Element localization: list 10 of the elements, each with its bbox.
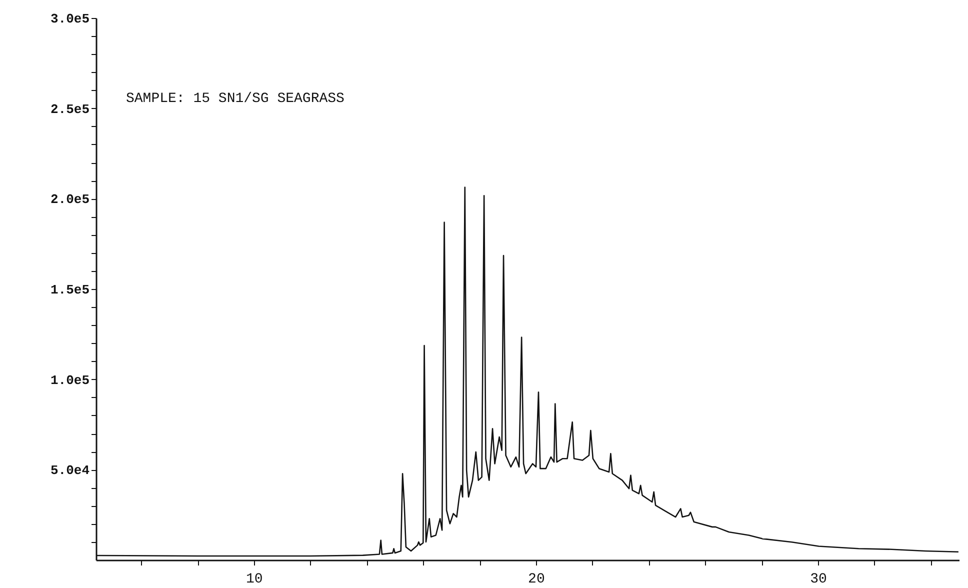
x-tick-label: 30	[810, 572, 827, 588]
y-tick-label: 1.0e5	[50, 372, 90, 388]
x-tick-label: 10	[246, 572, 263, 588]
x-tick-label: 20	[528, 572, 545, 588]
y-tick-label: 2.0e5	[50, 192, 90, 208]
y-tick-label: 1.5e5	[50, 282, 90, 298]
annotation: SAMPLE: 15 SN1/SG SEAGRASS	[126, 91, 344, 107]
y-tick-label: 5.0e4	[50, 463, 90, 478]
y-tick-label: 2.5e5	[50, 102, 90, 117]
y-tick-label: 3.0e5	[50, 12, 90, 26]
